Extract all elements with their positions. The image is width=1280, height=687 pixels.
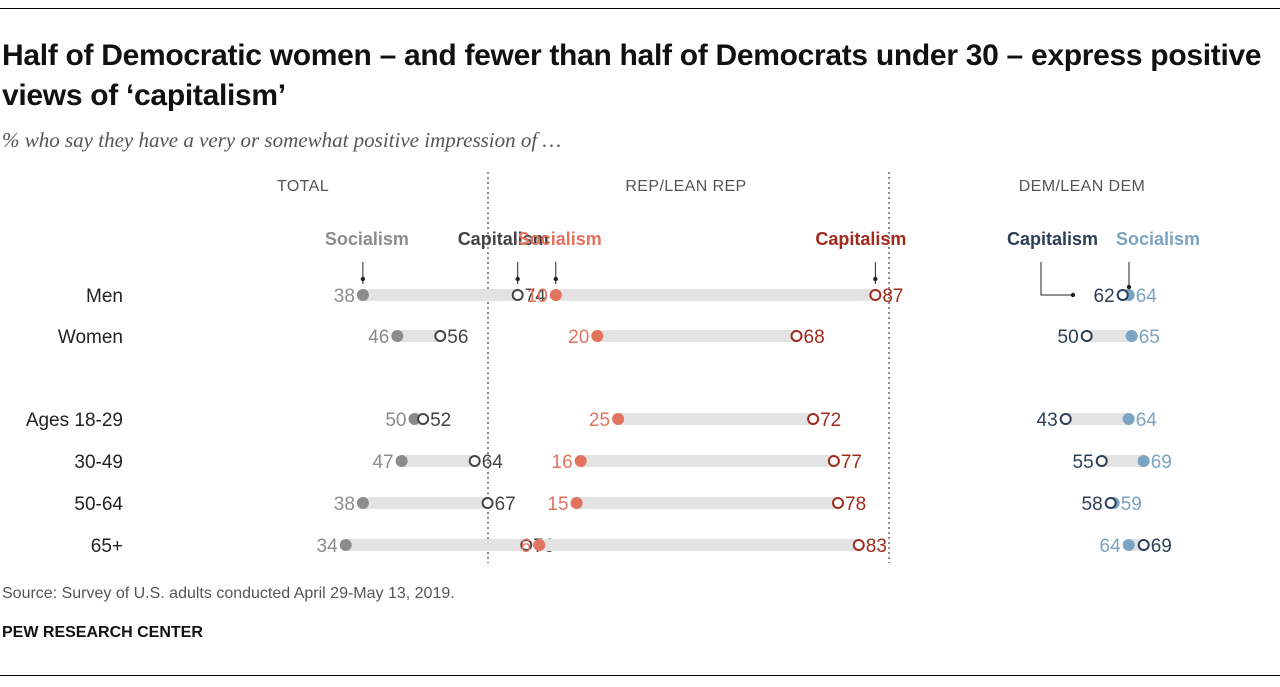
capitalism-point	[869, 289, 882, 301]
socialism-value-label: 64	[1136, 286, 1158, 307]
socialism-point	[1122, 539, 1135, 551]
socialism-value-label: 6	[521, 536, 532, 557]
socialism-point	[1125, 330, 1138, 342]
row-label: 50-64	[74, 494, 123, 515]
socialism-value-label: 10	[527, 286, 548, 307]
socialism-point	[1122, 413, 1135, 425]
socialism-value-label: 47	[372, 452, 393, 473]
socialism-point	[1137, 455, 1150, 467]
capitalism-value-label: 69	[1151, 536, 1172, 557]
capitalism-point	[434, 330, 447, 342]
chart-title: Half of Democratic women – and fewer tha…	[2, 39, 1262, 112]
socialism-point	[591, 330, 604, 342]
socialism-value-label: 38	[334, 494, 355, 515]
legend-socialism: Socialism	[518, 229, 602, 249]
capitalism-value-label: 87	[882, 286, 903, 307]
capitalism-point	[417, 413, 430, 425]
capitalism-point	[832, 497, 844, 509]
chart-subtitle: % who say they have a very or somewhat p…	[2, 128, 562, 152]
legend-capitalism: Capitalism	[458, 229, 549, 249]
panel-header: TOTAL	[277, 178, 329, 195]
socialism-value-label: 65	[1139, 327, 1160, 348]
capitalism-value-label: 62	[1094, 286, 1115, 307]
socialism-point	[570, 497, 583, 509]
capitalism-value-label: 68	[804, 327, 825, 348]
legend-capitalism: Capitalism	[1007, 229, 1098, 249]
legend-leader-dot	[1126, 284, 1132, 290]
legend-socialism: Socialism	[325, 229, 409, 249]
top-rule	[0, 8, 1280, 9]
capitalism-point	[790, 330, 803, 342]
socialism-value-label: 46	[368, 327, 389, 348]
socialism-value-label: 38	[334, 286, 355, 307]
legend-leader-capitalism	[1040, 262, 1072, 296]
capitalism-point	[1095, 455, 1108, 467]
row-label: Women	[58, 327, 123, 348]
socialism-point	[339, 539, 352, 551]
socialism-value-label: 69	[1151, 452, 1172, 473]
capitalism-value-label: 55	[1073, 452, 1094, 473]
capitalism-point	[520, 539, 533, 551]
capitalism-value-label: 64	[482, 452, 504, 473]
capitalism-point	[807, 413, 820, 425]
socialism-point	[549, 289, 562, 301]
capitalism-point	[1059, 413, 1072, 425]
socialism-point	[391, 330, 404, 342]
capitalism-point	[1080, 330, 1093, 342]
source-note: Source: Survey of U.S. adults conducted …	[2, 585, 455, 602]
bottom-rule	[0, 675, 1280, 676]
socialism-point	[533, 539, 546, 551]
socialism-point	[408, 413, 421, 425]
socialism-value-label: 59	[1121, 494, 1142, 515]
socialism-value-label: 16	[552, 452, 573, 473]
socialism-point	[356, 289, 369, 301]
socialism-value-label: 64	[1100, 536, 1122, 557]
socialism-point	[574, 455, 587, 467]
capitalism-point	[852, 539, 865, 551]
capitalism-point	[481, 497, 494, 509]
capitalism-value-label: 56	[447, 327, 468, 348]
capitalism-value-label: 50	[1058, 327, 1079, 348]
capitalism-point	[511, 289, 524, 301]
capitalism-point	[827, 455, 840, 467]
row-label: Men	[86, 286, 123, 307]
row-label: 65+	[91, 536, 123, 557]
socialism-point	[395, 455, 408, 467]
socialism-point	[356, 497, 369, 509]
capitalism-value-label: 83	[866, 536, 887, 557]
legend-leader-dot	[360, 276, 366, 282]
socialism-value-label: 20	[568, 327, 589, 348]
capitalism-value-label: 52	[430, 410, 451, 431]
capitalism-value-label: 72	[820, 410, 841, 431]
capitalism-value-label: 74	[525, 286, 547, 307]
socialism-value-label: 34	[317, 536, 339, 557]
socialism-value-label: 64	[1136, 410, 1158, 431]
socialism-value-label: 50	[385, 410, 406, 431]
socialism-value-label: 15	[547, 494, 568, 515]
capitalism-point	[1104, 497, 1117, 509]
row-label: 30-49	[74, 452, 123, 473]
capitalism-value-label: 78	[845, 494, 866, 515]
capitalism-value-label: 77	[841, 452, 862, 473]
capitalism-point	[468, 455, 481, 467]
legend-leader-dot	[873, 276, 878, 282]
legend-leader-dot	[515, 276, 520, 282]
capitalism-point	[1116, 289, 1129, 301]
legend-leader-dot	[553, 276, 558, 282]
organization-label: PEW RESEARCH CENTER	[2, 624, 203, 641]
socialism-point	[612, 413, 625, 425]
legend-capitalism: Capitalism	[815, 229, 906, 249]
socialism-value-label: 25	[589, 410, 610, 431]
capitalism-value-label: 67	[495, 494, 516, 515]
panel-header: REP/LEAN REP	[625, 178, 746, 195]
capitalism-value-label: 43	[1037, 410, 1058, 431]
row-label: Ages 18-29	[26, 410, 123, 431]
legend-socialism: Socialism	[1116, 229, 1200, 249]
panel-header: DEM/LEAN DEM	[1019, 178, 1146, 195]
dot-plot-chart: Men Women Ages 18-29 30-49 50-64 65+ TOTAL 38 74…	[26, 172, 1200, 563]
capitalism-point	[1137, 539, 1150, 551]
capitalism-value-label: 58	[1082, 494, 1103, 515]
legend-leader-dot	[1070, 292, 1076, 298]
